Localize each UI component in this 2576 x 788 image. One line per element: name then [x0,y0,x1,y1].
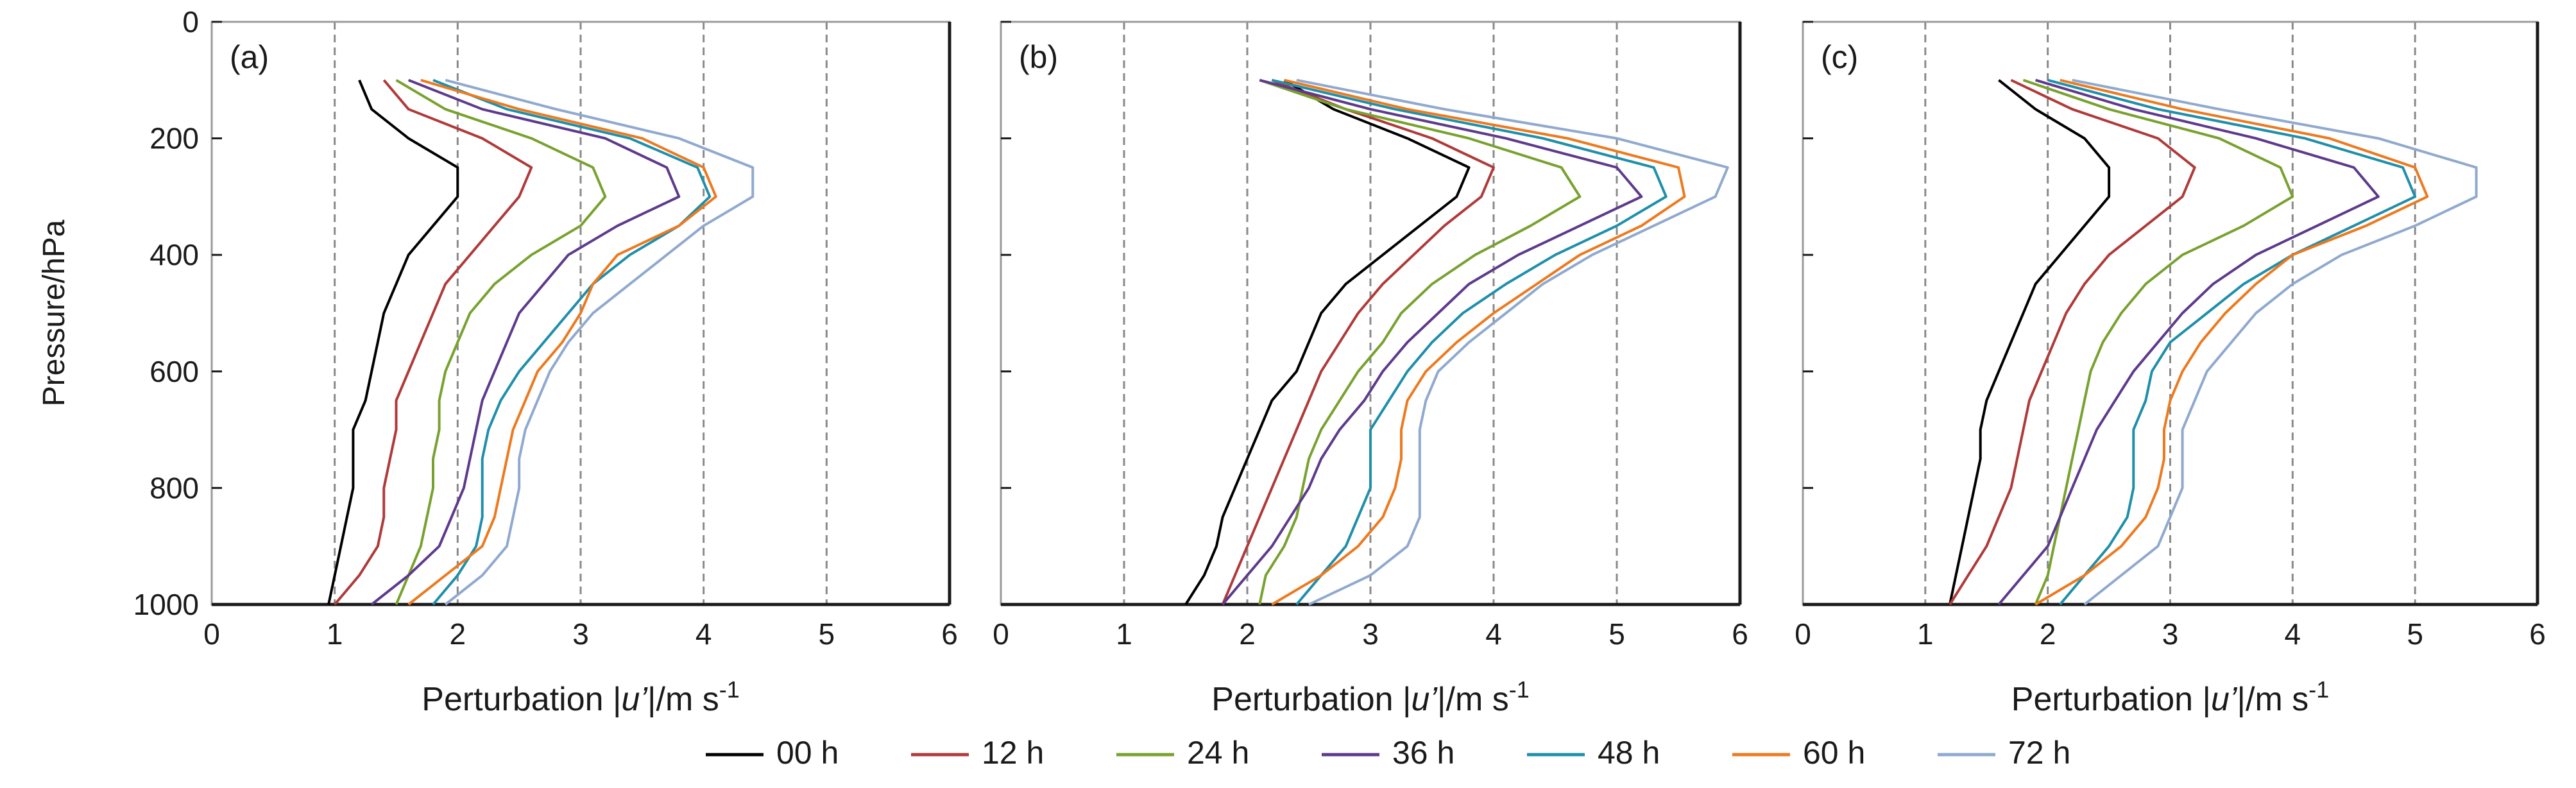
x-tick-label: 4 [695,617,712,651]
x-tick-label: 1 [1116,617,1132,651]
x-tick-label: 6 [2529,617,2546,651]
y-axis-label: Pressure/hPa [37,219,71,406]
panel-label: (a) [230,39,269,75]
x-tick-label: 0 [993,617,1009,651]
legend-label: 12 h [982,735,1044,771]
x-axis-label-variable: u’ [1412,681,1438,718]
y-tick-label: 1000 [133,588,199,621]
series-line-12h [334,79,533,606]
x-tick-label: 2 [1239,617,1256,651]
series-line-24h [1258,78,1582,605]
x-axis-label: Perturbation |u’|/m s-1 [2011,676,2329,718]
x-axis-label-exponent: -1 [2308,676,2329,703]
x-tick-label: 5 [819,617,835,651]
x-tick-label: 6 [1732,617,1748,651]
legend: 00 h 12 h 24 h 36 h 48 h 60 h 72 h [706,735,2070,771]
x-tick-label: 4 [2285,617,2301,651]
x-tick-label: 6 [941,617,958,651]
x-tick-label: 4 [1485,617,1502,651]
series-line-72h [444,78,755,606]
x-tick-label: 0 [1795,617,1811,651]
series-line-12h [1221,78,1495,605]
y-tick-label: 0 [182,5,199,39]
legend-label: 48 h [1598,735,1660,771]
x-tick-label: 5 [2407,617,2423,651]
x-axis-label-suffix: |/m s [2237,681,2309,718]
legend-label: 60 h [1803,735,1865,771]
series-line-36h [1997,78,2380,606]
x-axis-label-exponent: -1 [719,676,740,703]
y-tick-label: 400 [149,238,199,271]
series-line-24h [395,79,607,605]
x-tick-label: 2 [2040,617,2056,651]
x-tick-label: 1 [1917,617,1934,651]
x-axis-label-exponent: -1 [1509,676,1530,703]
series-line-00h [327,80,459,605]
series-line-60h [2034,78,2429,606]
legend-label: 36 h [1392,735,1454,771]
x-tick-label: 5 [1608,617,1625,651]
series-line-60h [1271,78,1686,606]
x-axis-label-variable: u’ [622,681,649,718]
x-axis-label: Perturbation |u’|/m s-1 [1211,676,1529,718]
x-tick-label: 2 [450,617,466,651]
panel-label: (c) [1821,39,1858,75]
x-tick-label: 3 [1362,617,1379,651]
y-tick-label: 600 [149,355,199,388]
panel-1: 0 1 2 3 4 5 6 0 200 400 600 800 1000 Pressure/hPa Pert… [37,5,958,718]
panel-2: 0 1 2 3 4 5 6 Perturbation |u’|/m s-1 (b) [993,21,1748,718]
series-line-12h [1949,78,2196,606]
series-line-00h [1184,79,1471,606]
legend-label: 24 h [1187,735,1249,771]
series-line-36h [1222,78,1643,606]
x-axis-label-prefix: Perturbation | [1211,681,1411,718]
x-axis-label-prefix: Perturbation | [2011,681,2211,718]
x-tick-label: 0 [203,617,220,651]
y-tick-label: 200 [149,122,199,155]
legend-label: 00 h [776,735,839,771]
x-axis-label-suffix: |/m s [1437,681,1509,718]
series-line-72h [2072,78,2478,606]
series-line-36h [370,78,681,606]
series-line-60h [407,78,717,606]
x-tick-label: 3 [572,617,589,651]
series-line-48h [432,78,712,606]
series-line-48h [1271,78,1668,606]
series-line-72h [1296,78,1729,606]
x-axis-label: Perturbation |u’|/m s-1 [422,676,739,718]
legend-label: 72 h [2008,735,2070,771]
panel-label: (b) [1019,39,1058,75]
panel-3: 0 1 2 3 4 5 6 Perturbation |u’|/m s-1 (c) [1795,21,2546,718]
x-axis-label-suffix: |/m s [647,681,719,718]
series-line-48h [2047,78,2417,606]
x-axis-label-variable: u’ [2211,681,2238,718]
y-tick-label: 800 [149,471,199,504]
x-tick-label: 3 [2162,617,2179,651]
series-line-00h [1949,79,2111,605]
x-tick-label: 1 [327,617,343,651]
x-axis-label-prefix: Perturbation | [422,681,621,718]
